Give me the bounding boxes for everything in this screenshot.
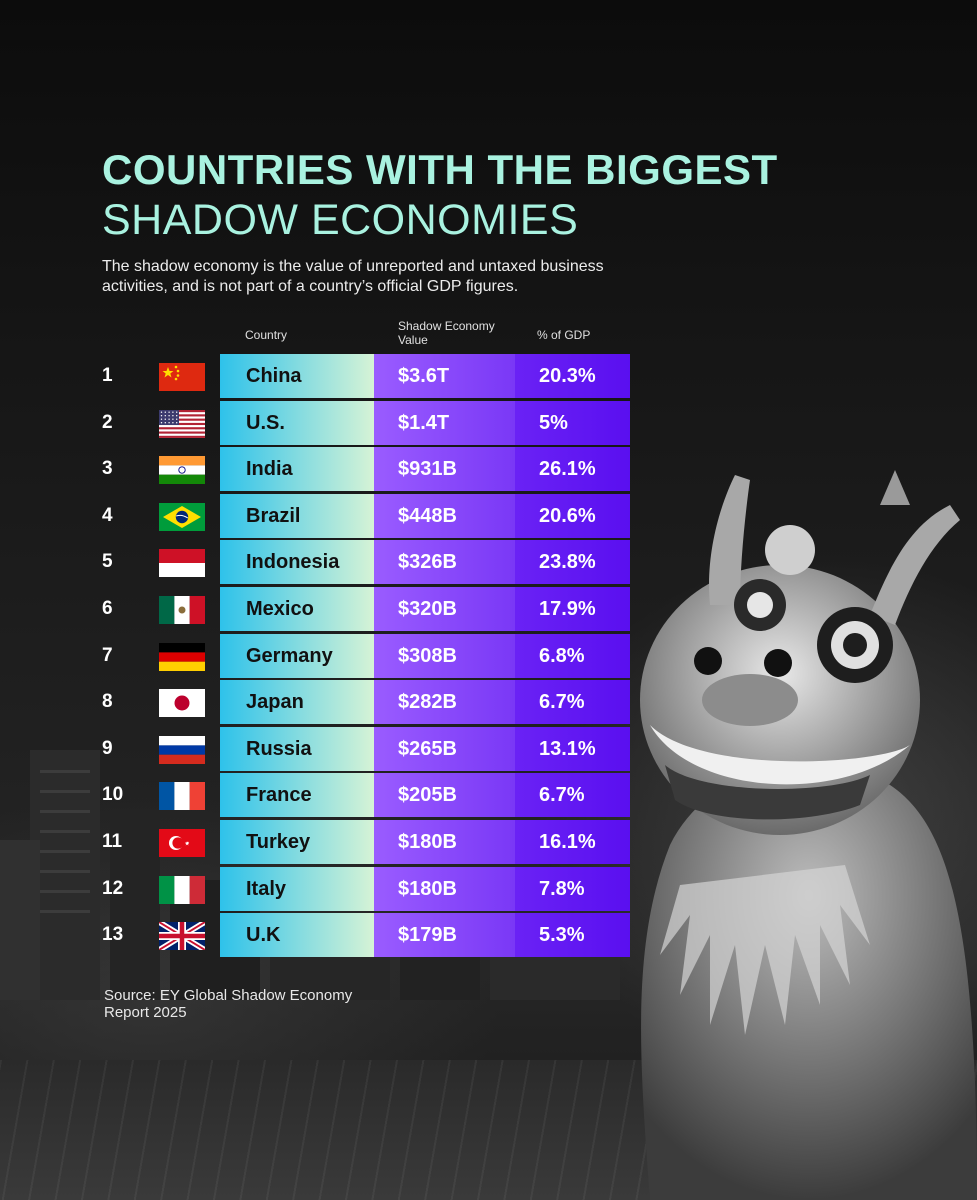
- shadow-value-cell: $205B: [374, 773, 515, 818]
- country-cell: Mexico: [220, 587, 374, 631]
- chart-title-line-2: SHADOW ECONOMIES: [102, 196, 579, 244]
- shadow-value-cell: $265B: [374, 726, 515, 771]
- shadow-value-cell: $448B: [374, 493, 515, 538]
- country-cell: France: [220, 773, 374, 818]
- shadow-value-cell: $931B: [374, 447, 515, 492]
- shadow-value-cell: $1.4T: [374, 400, 515, 445]
- country-cell: China: [220, 354, 374, 398]
- gdp-percent-cell: 23.8%: [515, 540, 630, 585]
- table-row: 3 India $931B 26.1%: [102, 447, 630, 492]
- country-cell: India: [220, 447, 374, 492]
- table-row: 9 Russia $265B 13.1%: [102, 726, 630, 771]
- germany-flag-icon: [159, 642, 205, 671]
- rank-number: 1: [102, 365, 113, 386]
- shadow-value-cell: $180B: [374, 820, 515, 864]
- country-cell: Russia: [220, 726, 374, 771]
- rank-number: 4: [102, 504, 113, 526]
- country-cell: U.K: [220, 913, 374, 958]
- turkey-flag-icon: [159, 829, 205, 857]
- rank-number: 2: [102, 411, 113, 433]
- shadow-value-cell: $180B: [374, 866, 515, 911]
- rank-number: 13: [102, 924, 124, 946]
- table-row: 8 Japan $282B 6.7%: [102, 680, 630, 725]
- rank-number: 7: [102, 644, 113, 666]
- country-cell: Italy: [220, 866, 374, 911]
- rank-number: 9: [102, 737, 113, 759]
- shadow-value-cell: $308B: [374, 633, 515, 678]
- column-header-pct: % of GDP: [537, 328, 591, 342]
- country-cell: Turkey: [220, 820, 374, 864]
- table-row: 4 Brazil $448B 20.6%: [102, 493, 630, 538]
- mexico-flag-icon: [159, 596, 205, 624]
- rank-number: 5: [102, 551, 113, 573]
- india-flag-icon: [159, 456, 205, 485]
- rank-number: 3: [102, 458, 113, 480]
- chart-subtitle: The shadow economy is the value of unrep…: [102, 258, 604, 295]
- gdp-percent-cell: 6.8%: [515, 633, 630, 678]
- country-cell: Germany: [220, 633, 374, 678]
- gdp-percent-cell: 5.3%: [515, 913, 630, 958]
- country-cell: Japan: [220, 680, 374, 725]
- france-flag-icon: [159, 782, 205, 811]
- indonesia-flag-icon: [159, 549, 205, 578]
- table-row: 7 Germany $308B 6.8%: [102, 633, 630, 678]
- rank-number: 12: [102, 877, 124, 899]
- gdp-percent-cell: 20.6%: [515, 493, 630, 538]
- gdp-percent-cell: 6.7%: [515, 680, 630, 725]
- rank-number: 10: [102, 784, 124, 806]
- shadow-value-cell: $3.6T: [374, 354, 515, 398]
- japan-flag-icon: [159, 689, 205, 718]
- shadow-value-cell: $282B: [374, 680, 515, 725]
- column-header-country: Country: [245, 328, 288, 342]
- gdp-percent-cell: 16.1%: [515, 820, 630, 864]
- rank-number: 8: [102, 691, 113, 713]
- gdp-percent-cell: 6.7%: [515, 773, 630, 818]
- gdp-percent-cell: 7.8%: [515, 866, 630, 911]
- gdp-percent-cell: 20.3%: [515, 354, 630, 398]
- country-cell: Indonesia: [220, 540, 374, 585]
- table-row: 11 Turkey $180B 16.1%: [102, 820, 630, 864]
- table-row: 2 U.S. $1.4T 5%: [102, 400, 630, 445]
- shadow-value-cell: $320B: [374, 587, 515, 631]
- gdp-percent-cell: 13.1%: [515, 726, 630, 771]
- table-row: 13 U.K $179B 5.3%: [102, 913, 630, 958]
- gdp-percent-cell: 17.9%: [515, 587, 630, 631]
- gdp-percent-cell: 5%: [515, 400, 630, 445]
- uk-flag-icon: [159, 922, 205, 951]
- china-flag-icon: [159, 363, 205, 391]
- usa-flag-icon: [159, 409, 205, 438]
- table-row: 5 Indonesia $326B 23.8%: [102, 540, 630, 585]
- brazil-flag-icon: [159, 502, 205, 531]
- chart-title-line-1: COUNTRIES WITH THE BIGGEST: [102, 146, 778, 193]
- shadow-value-cell: $179B: [374, 913, 515, 958]
- column-header-value: Shadow Economy Value: [398, 319, 495, 347]
- table-row: 12 Italy $180B 7.8%: [102, 866, 630, 911]
- rank-number: 6: [102, 598, 113, 619]
- italy-flag-icon: [159, 875, 205, 904]
- lion-dance-image: [640, 470, 977, 1200]
- source-note: Source: EY Global Shadow Economy Report …: [104, 987, 353, 1021]
- table-row: 10 France $205B 6.7%: [102, 773, 630, 818]
- shadow-value-cell: $326B: [374, 540, 515, 585]
- country-cell: U.S.: [220, 400, 374, 445]
- russia-flag-icon: [159, 735, 205, 764]
- table-row: 1 China $3.6T 20.3%: [102, 354, 630, 398]
- country-cell: Brazil: [220, 493, 374, 538]
- rank-number: 11: [102, 831, 123, 852]
- table-row: 6 Mexico $320B 17.9%: [102, 587, 630, 631]
- gdp-percent-cell: 26.1%: [515, 447, 630, 492]
